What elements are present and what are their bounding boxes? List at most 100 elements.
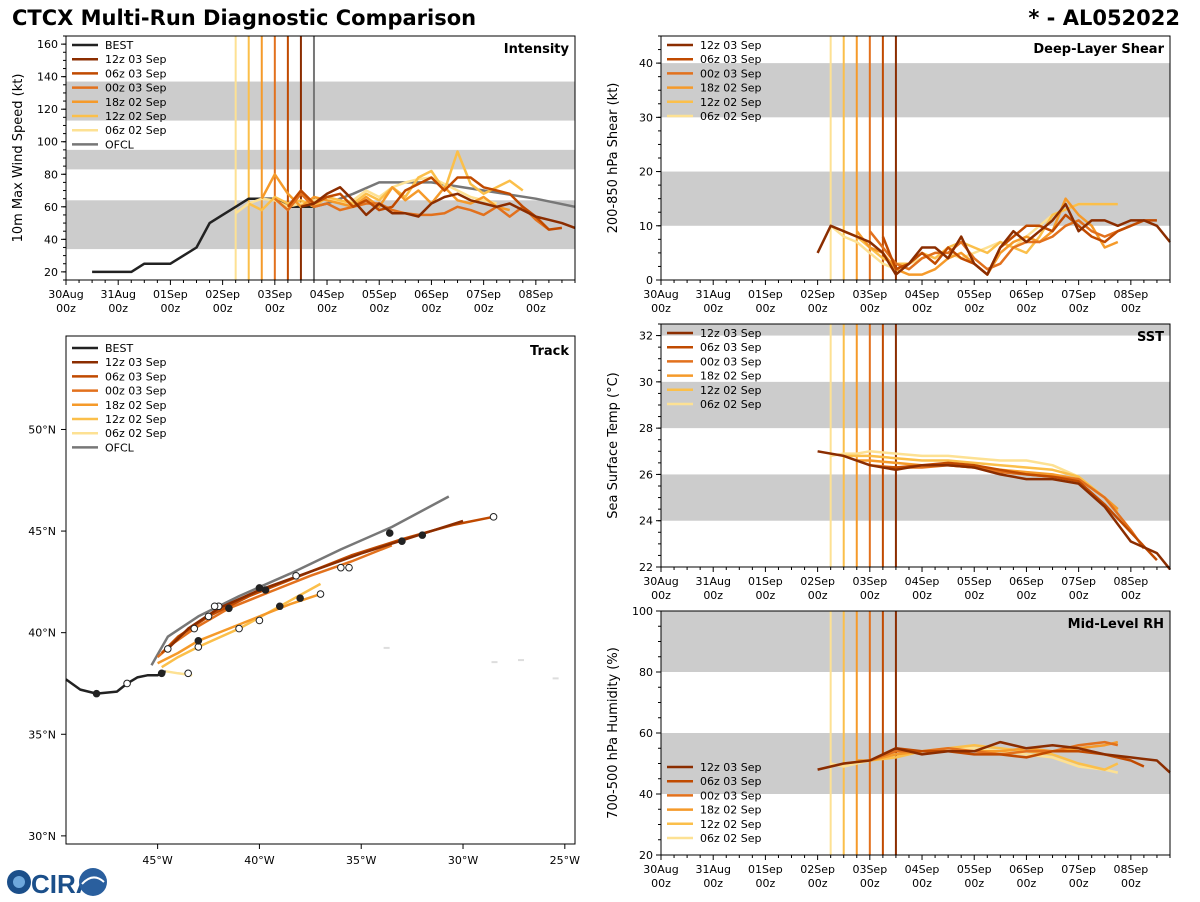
track-marker xyxy=(316,590,325,598)
track-marker xyxy=(337,563,345,572)
shear-ytick-label: 20 xyxy=(639,166,653,179)
shear-title: Deep-Layer Shear xyxy=(1033,42,1164,57)
sst-xtick-label: 07Sep xyxy=(1061,575,1096,588)
sst-xtick-sublabel: 00z xyxy=(756,589,776,602)
track-line xyxy=(157,592,321,665)
track-marker xyxy=(418,531,427,539)
intensity-ytick-label: 20 xyxy=(44,266,58,279)
sst-xtick-sublabel: 00z xyxy=(1121,589,1141,602)
intensity-xtick-sublabel: 00z xyxy=(213,302,233,315)
intensity-xtick-label: 31Aug xyxy=(100,288,135,301)
rh-ytick-label: 80 xyxy=(639,666,653,679)
shear-band xyxy=(661,171,1170,226)
intensity-band xyxy=(66,149,575,170)
rh-legend-label: 12z 03 Sep xyxy=(700,761,762,774)
intensity-legend-label: 18z 02 Sep xyxy=(105,96,167,109)
shear-xtick-label: 05Sep xyxy=(957,288,992,301)
sst-xtick-label: 08Sep xyxy=(1113,575,1148,588)
sst-legend-label: 12z 02 Sep xyxy=(700,384,762,397)
intensity-legend-label: 06z 03 Sep xyxy=(105,67,167,80)
shear-xtick-sublabel: 00z xyxy=(756,302,776,315)
rh-xtick-sublabel: 00z xyxy=(1069,877,1089,890)
shear-legend-label: 06z 02 Sep xyxy=(700,110,762,123)
shear-xtick-label: 30Aug xyxy=(643,288,678,301)
sst-panel: 22242628303230Aug00z31Aug00z01Sep00z02Se… xyxy=(606,323,1171,602)
rh-legend-label: 00z 03 Sep xyxy=(700,789,762,802)
track-marker xyxy=(261,586,270,594)
track-marker xyxy=(184,669,192,678)
shear-xtick-sublabel: 00z xyxy=(1121,302,1141,315)
sst-band xyxy=(661,324,1170,336)
shear-legend-label: 06z 03 Sep xyxy=(700,53,762,66)
intensity-panel: 2040608010012014016030Aug00z31Aug00z01Se… xyxy=(11,35,576,315)
track-xtick-label: 30°W xyxy=(448,854,478,867)
shear-ytick-label: 30 xyxy=(639,111,653,124)
track-marker xyxy=(92,689,101,698)
sst-xtick-sublabel: 00z xyxy=(1069,589,1089,602)
track-marker xyxy=(296,594,304,602)
shear-legend-label: 12z 03 Sep xyxy=(700,39,762,52)
intensity-legend-label: OFCL xyxy=(105,138,135,151)
shear-xtick-label: 02Sep xyxy=(800,288,835,301)
rh-ytick-label: 60 xyxy=(639,727,653,740)
island xyxy=(491,661,498,664)
intensity-legend-label: BEST xyxy=(105,39,133,52)
rh-panel: 2040608010030Aug00z31Aug00z01Sep00z02Sep… xyxy=(606,605,1171,890)
rh-xtick-sublabel: 00z xyxy=(912,877,932,890)
track-ytick-label: 40°N xyxy=(28,627,56,640)
shear-legend-label: 18z 02 Sep xyxy=(700,82,762,95)
track-ytick-label: 50°N xyxy=(28,423,56,436)
sst-ytick-label: 24 xyxy=(639,515,653,528)
rh-ytick-label: 40 xyxy=(639,788,653,801)
intensity-xtick-sublabel: 00z xyxy=(317,302,337,315)
sst-ytick-label: 28 xyxy=(639,422,653,435)
sst-xtick-label: 31Aug xyxy=(695,575,730,588)
intensity-series-line xyxy=(300,186,576,230)
shear-band xyxy=(661,63,1170,118)
shear-xtick-label: 01Sep xyxy=(748,288,783,301)
track-line xyxy=(161,582,322,669)
rh-title: Mid-Level RH xyxy=(1068,617,1164,632)
sst-xtick-sublabel: 00z xyxy=(860,589,880,602)
rh-xtick-sublabel: 00z xyxy=(1017,877,1037,890)
track-marker xyxy=(345,563,353,572)
sst-ytick-label: 22 xyxy=(639,561,653,574)
track-marker xyxy=(398,537,406,546)
sst-legend-label: 00z 03 Sep xyxy=(700,355,762,368)
intensity-xtick-sublabel: 00z xyxy=(161,302,181,315)
track-marker xyxy=(225,604,233,613)
sst-xtick-sublabel: 00z xyxy=(808,589,828,602)
island xyxy=(383,646,390,649)
intensity-legend-label: 12z 03 Sep xyxy=(105,53,167,66)
track-legend-label: OFCL xyxy=(105,441,135,454)
intensity-ytick-label: 80 xyxy=(44,168,58,181)
shear-ytick-label: 10 xyxy=(639,220,653,233)
rh-xtick-sublabel: 00z xyxy=(1121,877,1141,890)
shear-xtick-sublabel: 00z xyxy=(964,302,984,315)
sst-series-line xyxy=(817,450,1171,571)
intensity-xtick-sublabel: 00z xyxy=(56,302,76,315)
shear-xtick-sublabel: 00z xyxy=(912,302,932,315)
sst-legend-label: 12z 03 Sep xyxy=(700,327,762,340)
rh-series-line xyxy=(856,740,1119,762)
sst-xtick-label: 04Sep xyxy=(905,575,940,588)
rh-ytick-label: 100 xyxy=(632,605,653,618)
track-legend-label: BEST xyxy=(105,342,133,355)
sst-xtick-label: 01Sep xyxy=(748,575,783,588)
track-line xyxy=(150,495,450,666)
sst-xtick-sublabel: 00z xyxy=(703,589,723,602)
intensity-xtick-label: 08Sep xyxy=(518,288,553,301)
intensity-xtick-sublabel: 00z xyxy=(369,302,389,315)
island xyxy=(517,659,524,662)
track-marker xyxy=(489,513,498,521)
rh-ylabel: 700-500 hPa Humidity (%) xyxy=(606,647,621,819)
sst-ytick-label: 32 xyxy=(639,330,653,343)
intensity-xtick-sublabel: 00z xyxy=(108,302,128,315)
rh-xtick-label: 07Sep xyxy=(1061,863,1096,876)
intensity-ytick-label: 60 xyxy=(44,201,58,214)
shear-xtick-sublabel: 00z xyxy=(651,302,671,315)
shear-xtick-sublabel: 00z xyxy=(808,302,828,315)
shear-xtick-sublabel: 00z xyxy=(1069,302,1089,315)
track-marker xyxy=(157,669,166,678)
